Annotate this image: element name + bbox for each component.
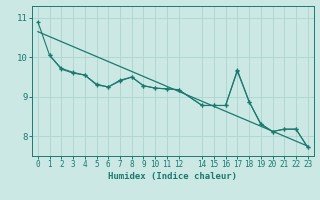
- X-axis label: Humidex (Indice chaleur): Humidex (Indice chaleur): [108, 172, 237, 181]
